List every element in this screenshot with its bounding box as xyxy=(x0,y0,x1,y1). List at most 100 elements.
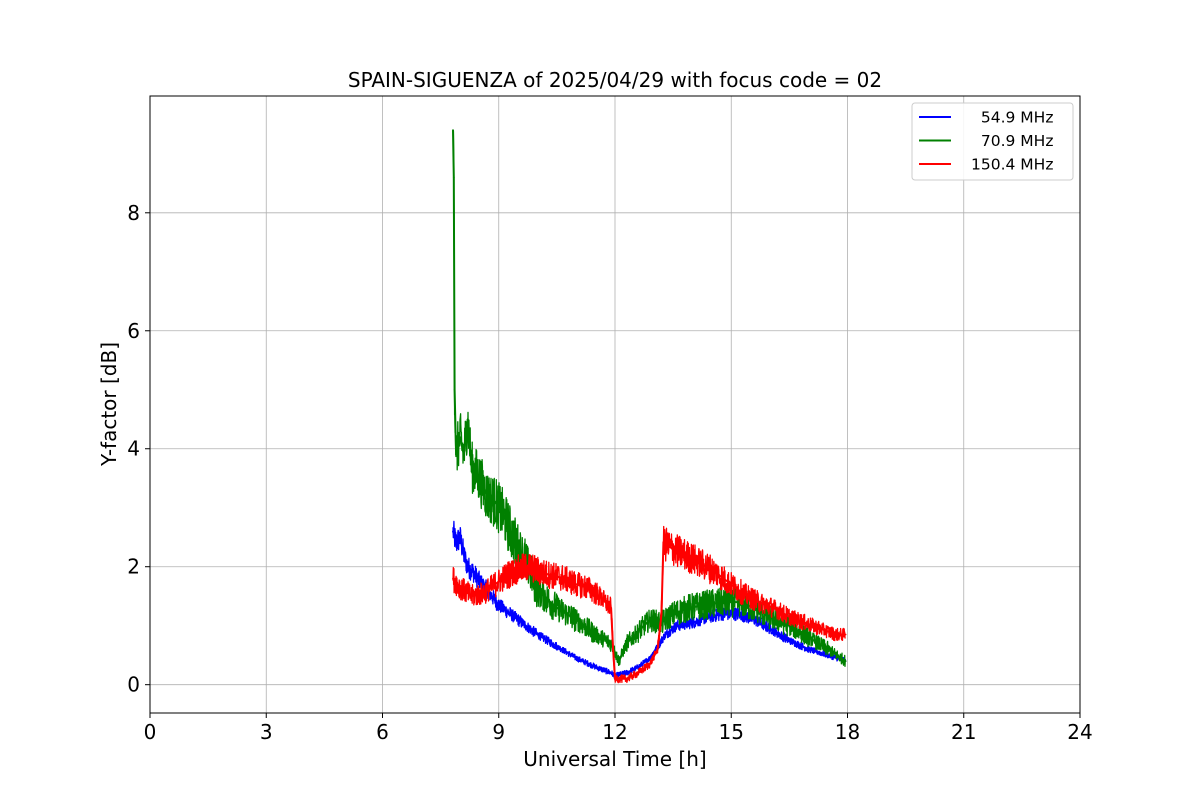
data-point xyxy=(521,621,523,624)
data-point xyxy=(711,568,713,571)
data-point xyxy=(687,607,690,609)
data-point xyxy=(742,592,744,595)
data-point xyxy=(703,604,705,606)
legend-label: 54.9 MHz xyxy=(971,109,1053,127)
data-point xyxy=(807,636,810,639)
data-point xyxy=(807,648,810,651)
data-point xyxy=(691,621,694,624)
y-axis-ticks: 0 2 4 6 8 xyxy=(127,201,150,697)
data-point xyxy=(482,592,485,595)
data-point xyxy=(459,586,461,589)
x-tick-label: 12 xyxy=(602,720,627,744)
data-point xyxy=(552,574,554,577)
x-tick-label: 6 xyxy=(376,720,389,744)
data-point xyxy=(788,624,791,627)
data-point xyxy=(452,530,454,533)
data-point xyxy=(637,630,640,633)
y-tick-label: 0 xyxy=(127,673,140,697)
data-point xyxy=(463,453,465,456)
x-tick-label: 18 xyxy=(835,720,860,744)
data-point xyxy=(788,639,791,642)
data-point xyxy=(459,536,461,539)
data-point xyxy=(540,571,543,574)
data-point xyxy=(453,388,456,391)
legend: 54.9 MHz 70.9 MHz 150.4 MHz xyxy=(911,102,1074,181)
x-tick-label: 24 xyxy=(1067,720,1092,744)
data-point xyxy=(804,621,806,624)
data-point xyxy=(455,542,457,544)
data-point xyxy=(649,663,651,665)
data-point xyxy=(695,559,698,562)
series-line xyxy=(452,541,846,680)
y-axis-label: Y-factor [dB] xyxy=(97,342,121,467)
legend-label: 70.9 MHz xyxy=(971,132,1053,150)
data-point xyxy=(788,616,791,618)
data-point xyxy=(773,607,775,609)
data-point xyxy=(452,176,455,179)
data-point xyxy=(827,648,829,651)
data-point xyxy=(556,645,558,648)
data-point xyxy=(672,613,674,615)
data-point xyxy=(757,601,760,603)
data-point xyxy=(610,607,612,609)
data-point xyxy=(625,672,628,674)
data-point xyxy=(587,586,589,589)
data-point xyxy=(575,618,578,621)
data-point xyxy=(594,666,597,668)
data-point xyxy=(662,542,665,544)
data-point xyxy=(497,604,500,606)
data-point xyxy=(844,633,847,636)
data-point xyxy=(676,624,678,627)
y-tick-label: 8 xyxy=(127,201,140,225)
data-point xyxy=(618,660,620,662)
data-point xyxy=(509,530,512,533)
data-point xyxy=(575,583,578,586)
data-point xyxy=(455,453,457,456)
data-point xyxy=(563,577,566,580)
data-point xyxy=(466,565,469,568)
data-point xyxy=(575,657,578,659)
x-axis-label: Universal Time [h] xyxy=(523,747,706,771)
data-point xyxy=(478,580,481,583)
data-point xyxy=(470,595,473,598)
plot-series xyxy=(452,129,847,684)
data-point xyxy=(649,618,651,621)
data-point xyxy=(501,512,504,515)
chart-title: SPAIN-SIGUENZA of 2025/04/29 with focus … xyxy=(348,68,882,92)
data-point xyxy=(486,495,488,497)
data-point xyxy=(683,554,686,556)
data-point xyxy=(625,642,628,645)
data-point xyxy=(722,601,725,603)
data-point xyxy=(753,618,756,621)
legend-label: 150.4 MHz xyxy=(971,156,1053,174)
data-point xyxy=(819,627,822,630)
data-point xyxy=(769,616,771,618)
series-2 xyxy=(452,525,847,684)
y-tick-label: 2 xyxy=(127,555,140,579)
legend-box xyxy=(911,102,1074,181)
x-tick-label: 15 xyxy=(719,720,744,744)
data-point xyxy=(660,613,663,615)
data-point xyxy=(672,548,674,550)
data-point xyxy=(505,574,508,577)
data-point xyxy=(452,577,454,580)
data-point xyxy=(509,613,512,615)
data-point xyxy=(844,660,847,662)
data-point xyxy=(610,672,612,674)
data-point xyxy=(598,595,601,598)
x-tick-label: 9 xyxy=(492,720,505,744)
data-point xyxy=(494,500,496,503)
data-point xyxy=(664,633,667,636)
x-tick-label: 3 xyxy=(260,720,273,744)
data-point xyxy=(463,554,465,556)
x-tick-label: 0 xyxy=(144,720,157,744)
data-point xyxy=(656,648,659,651)
data-point xyxy=(614,677,616,680)
data-point xyxy=(494,583,496,586)
data-point xyxy=(835,633,837,636)
data-point xyxy=(536,633,539,636)
data-point xyxy=(478,477,481,480)
data-point xyxy=(556,607,558,609)
data-point xyxy=(594,633,597,636)
